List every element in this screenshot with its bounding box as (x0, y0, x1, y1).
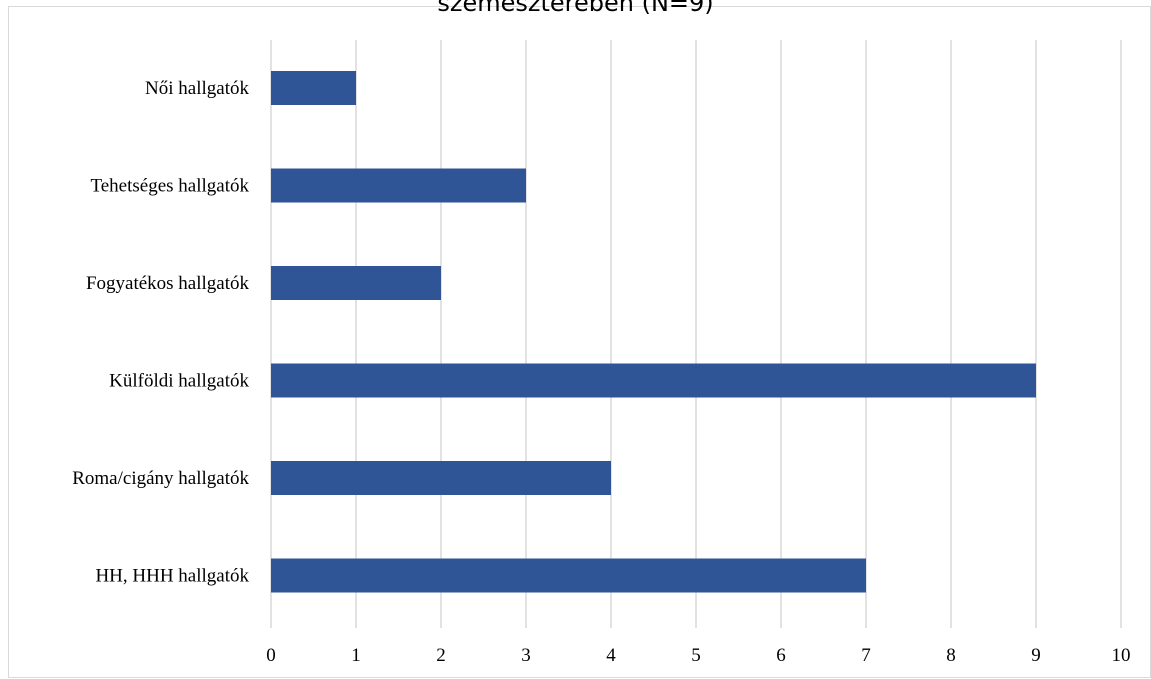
category-label-0: Női hallgatók (145, 78, 249, 99)
chart-title: szemeszterében (N=9) (437, 0, 714, 17)
x-tick-label-1: 1 (351, 645, 361, 666)
gridlines (270, 40, 1122, 628)
x-tick-label-9: 9 (1031, 645, 1041, 666)
bar-4 (271, 461, 611, 495)
category-label-3: Külföldi hallgatók (109, 371, 249, 392)
x-tick-label-2: 2 (436, 645, 446, 666)
bar-1 (271, 168, 526, 203)
x-tick-label-10: 10 (1112, 645, 1131, 666)
x-axis-tick-labels: 0 1 2 3 4 5 6 7 8 9 10 (266, 645, 1130, 666)
category-label-1: Tehetséges hallgatók (90, 176, 249, 197)
bars (271, 71, 1036, 593)
category-label-5: HH, HHH hallgatók (95, 566, 249, 587)
bar-0 (271, 71, 356, 105)
x-tick-label-6: 6 (776, 645, 786, 666)
bar-5 (271, 558, 866, 593)
x-tick-label-8: 8 (946, 645, 956, 666)
category-label-4: Roma/cigány hallgatók (72, 468, 249, 489)
x-tick-label-7: 7 (861, 645, 871, 666)
x-tick-label-4: 4 (606, 645, 616, 666)
x-tick-label-3: 3 (521, 645, 531, 666)
x-tick-label-5: 5 (691, 645, 701, 666)
category-label-2: Fogyatékos hallgatók (86, 273, 250, 294)
bar-3 (271, 363, 1036, 398)
x-tick-label-0: 0 (266, 645, 276, 666)
bar-2 (271, 266, 441, 300)
category-labels: Női hallgatók Tehetséges hallgatók Fogyaté… (72, 78, 249, 587)
